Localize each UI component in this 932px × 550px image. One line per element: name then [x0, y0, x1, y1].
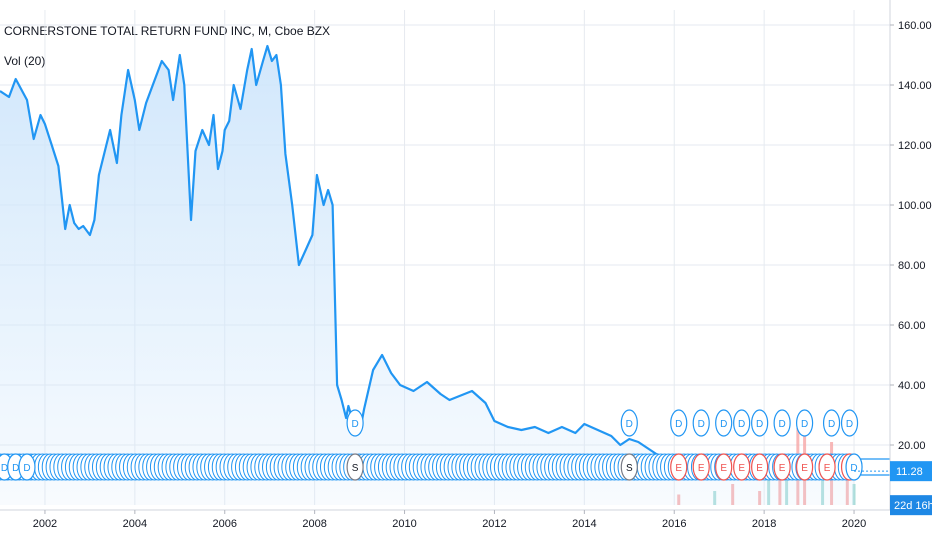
earnings-marker[interactable]: [751, 453, 769, 481]
bar-countdown-tag: [890, 495, 932, 516]
dividend-marker[interactable]: [670, 409, 688, 437]
dividend-marker-label: D: [779, 419, 786, 430]
time-axis[interactable]: 2002 2004 2006 2008 2010 2012 2014 2016 2018 2020: [0, 509, 890, 530]
earnings-marker[interactable]: [692, 453, 710, 481]
x-tick-label: 2002: [33, 518, 57, 530]
earnings-marker-label: E: [779, 463, 786, 474]
dividend-marker-label: D: [698, 419, 705, 430]
dividend-marker[interactable]: [18, 453, 36, 481]
dividend-marker[interactable]: [822, 409, 841, 437]
price-line: [0, 44, 855, 473]
price-tags: 11.28 22d 16h: [854, 461, 932, 516]
volume-legend: Vol (20): [4, 54, 46, 68]
dividend-marker-label: D: [846, 419, 853, 430]
y-tick-label: 20.00: [898, 440, 926, 452]
earnings-marker[interactable]: [773, 453, 791, 481]
dividend-marker-label: D: [675, 419, 682, 430]
earnings-marker-label: E: [698, 463, 705, 474]
price-axis-bg: [890, 0, 932, 550]
earnings-marker-label: E: [824, 463, 831, 474]
earnings-marker-label: E: [675, 463, 682, 474]
y-tick-label: 80.00: [898, 260, 926, 272]
dividend-marker-label: D: [1, 463, 8, 474]
dividend-marker-label: D: [626, 419, 633, 430]
x-tick-label: 2012: [482, 518, 506, 530]
dividend-marker-label: D: [23, 463, 30, 474]
price-axis[interactable]: 20.00 40.00 60.00 80.00 100.00 120.00 140.00 16…: [889, 0, 932, 550]
dividend-marker[interactable]: [733, 409, 751, 437]
dividend-marker[interactable]: [751, 409, 769, 437]
earnings-marker-label: E: [738, 463, 745, 474]
dividend-marker[interactable]: [840, 409, 859, 437]
x-tick-label: 2014: [572, 518, 596, 530]
dividend-marker[interactable]: [692, 409, 710, 437]
split-marker[interactable]: [620, 453, 638, 481]
y-tick-label: 40.00: [898, 380, 926, 392]
bar-countdown-value: 22d 16h: [894, 500, 932, 512]
dividend-marker-label: D: [756, 419, 763, 430]
earnings-marker[interactable]: [818, 453, 836, 481]
x-tick-label: 2016: [662, 518, 686, 530]
y-tick-label: 60.00: [898, 320, 926, 332]
y-tick-label: 140.00: [898, 80, 932, 92]
dividend-marker[interactable]: [620, 409, 638, 437]
earnings-marker[interactable]: [795, 453, 814, 481]
split-marker[interactable]: [346, 453, 364, 481]
x-tick-label: 2018: [752, 518, 776, 530]
x-tick-label: 2020: [842, 518, 866, 530]
price-area-fill: [0, 46, 854, 505]
x-tick-label: 2004: [123, 518, 147, 530]
dividend-marker[interactable]: [346, 409, 364, 437]
dividend-marker-label: D: [738, 419, 745, 430]
dividend-marker[interactable]: [715, 409, 733, 437]
volume-bar: [852, 484, 856, 505]
x-tick-label: 2010: [392, 518, 416, 530]
y-tick-label: 120.00: [898, 140, 932, 152]
earnings-marker-label: E: [801, 463, 808, 474]
chart-title: CORNERSTONE TOTAL RETURN FUND INC, M, Cb…: [4, 24, 331, 38]
y-tick-label: 160.00: [898, 20, 932, 32]
y-tick-label: 100.00: [898, 200, 932, 212]
dividend-marker[interactable]: [845, 453, 863, 481]
dividend-marker-label: D: [828, 419, 835, 430]
dividend-marker-label: D: [12, 463, 19, 474]
last-price-value: 11.28: [896, 466, 923, 478]
dividend-marker[interactable]: [795, 409, 814, 437]
x-tick-label: 2008: [302, 518, 326, 530]
earnings-marker[interactable]: [715, 453, 733, 481]
earnings-marker[interactable]: [733, 453, 751, 481]
dividend-marker-label: D: [801, 419, 808, 430]
dividend-marker[interactable]: [773, 409, 791, 437]
dividend-marker-label: D: [720, 419, 727, 430]
earnings-marker-label: E: [756, 463, 763, 474]
earnings-marker-label: E: [720, 463, 727, 474]
split-marker-label: S: [352, 463, 359, 474]
event-markers[interactable]: DDDSSEEEEEEEEEDDDDDDDDDDDD: [0, 409, 890, 481]
x-tick-label: 2006: [213, 518, 237, 530]
last-price-tag: [890, 461, 932, 482]
dividend-marker-label: D: [850, 463, 857, 474]
earnings-marker[interactable]: [670, 453, 688, 481]
split-marker-label: S: [626, 463, 633, 474]
dividend-marker-label: D: [351, 419, 358, 430]
